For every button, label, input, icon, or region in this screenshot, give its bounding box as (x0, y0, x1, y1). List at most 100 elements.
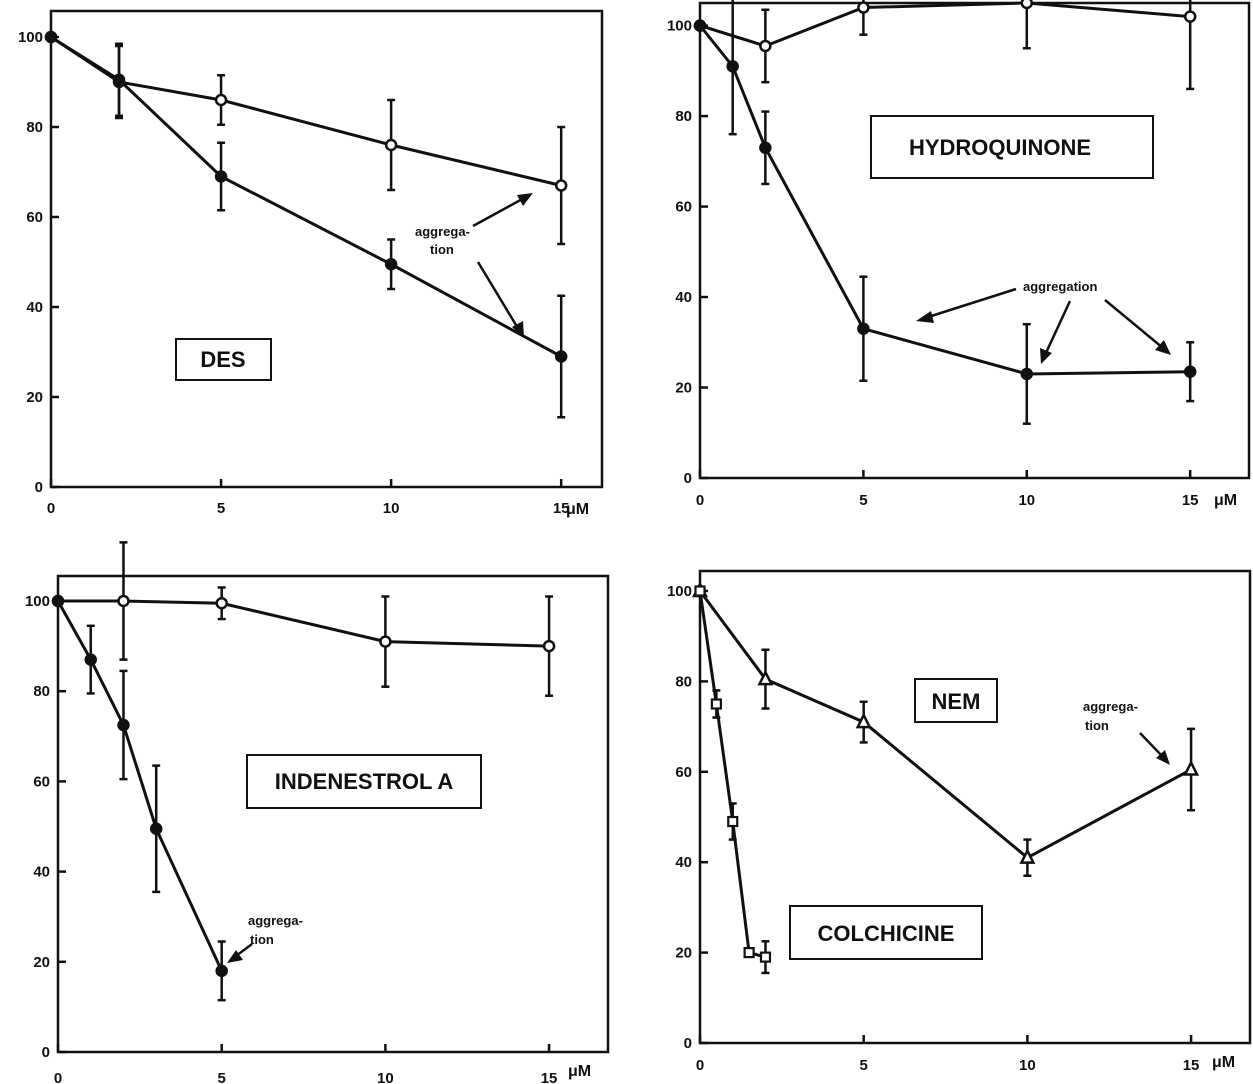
data-point (726, 60, 739, 73)
data-point (149, 822, 163, 836)
y-tick-label: 40 (675, 289, 692, 306)
y-tick-label: 60 (675, 764, 692, 781)
x-unit-label: μM (1214, 492, 1237, 509)
annotation-line-1: aggregation (1023, 279, 1097, 294)
x-tick-label: 5 (860, 1057, 868, 1074)
data-point (1183, 365, 1197, 378)
chart-title: DES (200, 347, 245, 372)
compound-label-box (246, 754, 482, 809)
series-open-circle (51, 541, 556, 697)
x-tick-label: 5 (859, 492, 867, 509)
data-point (857, 1, 870, 14)
data-point (857, 322, 870, 335)
chart-title-nem: NEM (932, 689, 981, 714)
series-layer (51, 541, 556, 1002)
y-tick-label: 80 (675, 673, 692, 690)
annotation-arrows (227, 943, 253, 963)
series-line (698, 24, 1191, 376)
series-line (699, 1, 1191, 48)
series-open-circle (44, 30, 568, 246)
x-tick-label: 15 (1182, 492, 1199, 509)
annotation-line-1: aggrega- (248, 913, 303, 928)
y-tick-label: 60 (26, 209, 43, 226)
y-tick-label: 40 (33, 864, 50, 881)
compound-label-box (870, 115, 1154, 179)
series-layer (693, 0, 1197, 425)
series-filled-circle (44, 30, 568, 419)
panel-indenestrol-a: 0 20 40 60 80 100 0 5 10 15 INDENESTROL A aggrega… (25, 541, 610, 1084)
x-tick-label: 5 (218, 1070, 226, 1084)
series-line (50, 35, 562, 187)
plot-frame (56, 574, 610, 1054)
chart-title: INDENESTROL A (275, 769, 454, 794)
y-tick-label: 100 (667, 18, 692, 35)
data-point (215, 964, 228, 978)
y-tick-label: 0 (42, 1044, 50, 1061)
data-point (727, 815, 739, 828)
y-tick-label: 20 (33, 954, 50, 971)
data-point (1183, 10, 1197, 23)
annotation-line-2: tion (1085, 718, 1109, 733)
x-tick-label: 5 (217, 500, 225, 517)
data-point (542, 639, 556, 653)
series-line (698, 590, 766, 959)
annotation-line-1: aggrega- (1083, 699, 1138, 714)
x-tick-label: 0 (696, 1057, 704, 1074)
data-point (710, 698, 722, 710)
series-line (58, 599, 550, 648)
compound-label-box (175, 338, 272, 381)
annotation-arrows (1139, 732, 1170, 765)
data-point (855, 712, 872, 729)
series-line (56, 600, 224, 972)
data-point (693, 19, 707, 32)
annotation-arrows (472, 193, 533, 338)
x-tick-label: 0 (54, 1070, 62, 1084)
x-tick-label: 0 (696, 492, 704, 509)
x-tick-label: 15 (1183, 1057, 1200, 1074)
axes: 0 20 40 60 80 100 0 5 10 15 (667, 583, 1199, 1074)
x-unit-label: μM (1212, 1054, 1235, 1071)
plot-frame (698, 1, 1251, 480)
data-point (759, 141, 772, 155)
data-point (384, 258, 398, 271)
series-open-circle (693, 0, 1197, 91)
data-point (379, 635, 392, 648)
data-point (84, 653, 97, 666)
series-filled-circle (51, 594, 228, 1002)
panel-des: 0 20 40 60 80 100 0 5 10 15 DES aggrega- tion μM (18, 9, 604, 518)
x-tick-label: 15 (553, 500, 570, 517)
data-point (384, 138, 398, 152)
axes: 0 20 40 60 80 100 0 5 10 15 (25, 593, 557, 1084)
axes: 0 20 40 60 80 100 0 5 10 15 (18, 29, 570, 517)
series-layer (691, 581, 1200, 975)
panel-nem-colchicine: 0 20 40 60 80 100 0 5 10 15 NEM COLCHICINE aggreg… (667, 569, 1252, 1074)
data-point (112, 73, 126, 86)
data-point (1183, 759, 1200, 776)
y-tick-label: 60 (675, 199, 692, 216)
x-tick-label: 10 (377, 1070, 394, 1084)
series-open-square (694, 585, 772, 975)
x-tick-label: 15 (541, 1070, 558, 1084)
data-point (554, 179, 568, 192)
series-open-triangle (691, 581, 1200, 878)
annotation-line-1: aggrega- (415, 224, 470, 239)
data-point (554, 350, 568, 363)
y-tick-label: 80 (675, 108, 692, 125)
data-point (51, 594, 65, 608)
data-point (694, 585, 706, 597)
series-filled-circle (693, 0, 1197, 425)
series-line (698, 590, 1192, 860)
data-point (44, 30, 58, 44)
y-tick-label: 60 (33, 773, 50, 790)
y-tick-label: 20 (675, 945, 692, 962)
chart-title-colchicine: COLCHICINE (818, 921, 955, 946)
data-point (759, 39, 772, 53)
chart-title: HYDROQUINONE (909, 135, 1091, 160)
annotation-arrows (916, 287, 1171, 364)
y-tick-label: 100 (667, 583, 692, 600)
data-point (1020, 0, 1034, 10)
x-tick-label: 0 (47, 500, 55, 517)
data-point (215, 597, 228, 610)
x-tick-label: 10 (383, 500, 400, 517)
